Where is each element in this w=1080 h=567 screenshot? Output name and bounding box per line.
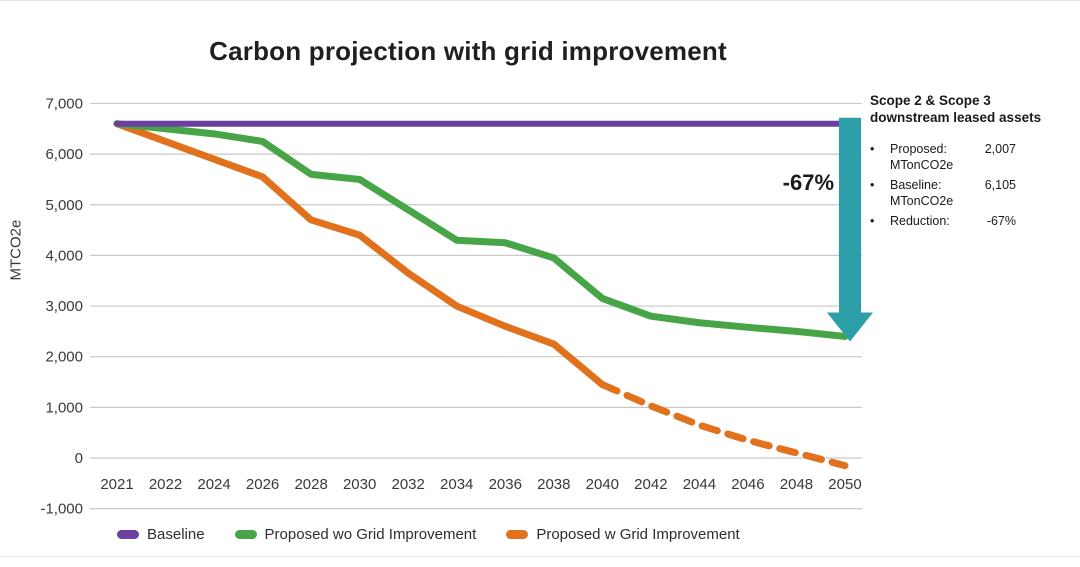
annotation-heading: Scope 2 & Scope 3 downstream leased asse… [870, 92, 1042, 127]
y-tick-label: 2,000 [45, 349, 83, 366]
bullet-unit: MTonCO2e [890, 158, 954, 173]
y-tick-label: 3,000 [45, 298, 83, 315]
legend-item-baseline: Baseline [117, 526, 205, 543]
x-tick-label: 2046 [731, 476, 764, 493]
y-tick-label: -1,000 [40, 501, 83, 518]
legend-marker-icon [506, 530, 529, 539]
y-tick-label: 1,000 [45, 399, 83, 416]
x-tick-label: 2022 [149, 476, 182, 493]
y-tick-label: 5,000 [45, 197, 83, 214]
x-tick-label: 2024 [197, 476, 230, 493]
x-tick-label: 2040 [586, 476, 619, 493]
annotation-panel: Scope 2 & Scope 3 downstream leased asse… [870, 92, 1042, 232]
x-tick-label: 2036 [489, 476, 522, 493]
legend-label: Proposed w Grid Improvement [536, 526, 740, 543]
annotation-heading-line2: downstream leased assets [870, 110, 1042, 126]
bullet-unit: MTonCO2e [890, 194, 954, 209]
bullet-icon: • [870, 177, 875, 192]
legend-label: Baseline [147, 526, 205, 543]
x-tick-label: 2042 [634, 476, 667, 493]
series-line-proposed-w-grid-improvement-solid [113, 120, 606, 389]
bullet-label: Baseline: [890, 177, 942, 192]
legend-marker-icon [117, 530, 139, 539]
annotation-bullet-1: • Baseline: 6,105 MTonCO2e [870, 177, 1042, 210]
bottom-divider [0, 556, 1080, 557]
x-tick-label: 2038 [537, 476, 570, 493]
x-tick-label: 2034 [440, 476, 473, 493]
reduction-arrow [826, 117, 873, 342]
x-tick-label: 2050 [828, 476, 861, 493]
top-divider [0, 0, 1080, 1]
x-tick-label: 2032 [392, 476, 425, 493]
x-tick-label: 2030 [343, 476, 376, 493]
legend: Baseline Proposed wo Grid Improvement Prop… [117, 526, 740, 543]
annotation-bullet-2: • Reduction: -67% [870, 213, 1042, 230]
legend-marker-icon [234, 530, 257, 539]
chart-title: Carbon projection with grid improvement [209, 36, 727, 66]
annotation-heading-line1: Scope 2 & Scope 3 [870, 93, 991, 108]
y-tick-label: 6,000 [45, 146, 83, 163]
y-tick-label: 0 [75, 450, 83, 467]
x-tick-label: 2044 [683, 476, 716, 493]
annotation-bullet-list: • Proposed: 2,007 MTonCO2e • Baseline: 6,105 MT… [870, 141, 1042, 230]
legend-label: Proposed wo Grid Improvement [264, 526, 477, 543]
bullet-label: Reduction: [890, 213, 950, 228]
legend-item-proposed-w-grid-improvement: Proposed w Grid Improvement [506, 526, 740, 543]
x-tick-label: 2021 [100, 476, 133, 493]
legend-item-proposed-wo-grid-improvement: Proposed wo Grid Improvement [234, 526, 477, 543]
bullet-icon: • [870, 141, 875, 156]
x-tick-label: 2026 [246, 476, 279, 493]
y-axis-title: MTCO2e [7, 219, 25, 281]
y-tick-label: 7,000 [45, 95, 83, 112]
bullet-value: 6,105 [984, 177, 1016, 192]
bullet-value: -67% [986, 213, 1016, 228]
bullet-label: Proposed: [890, 141, 947, 156]
bullet-value: 2,007 [984, 141, 1016, 156]
series-line-proposed-w-grid-improvement-dashed [598, 381, 849, 470]
reduction-arrow-label: -67% [782, 170, 834, 195]
annotation-bullet-0: • Proposed: 2,007 MTonCO2e [870, 141, 1042, 174]
series-line-proposed-wo-grid-improvement [113, 120, 849, 340]
x-tick-label: 2028 [294, 476, 327, 493]
bullet-icon: • [870, 213, 875, 228]
x-tick-label: 2048 [780, 476, 813, 493]
y-tick-label: 4,000 [45, 247, 83, 264]
